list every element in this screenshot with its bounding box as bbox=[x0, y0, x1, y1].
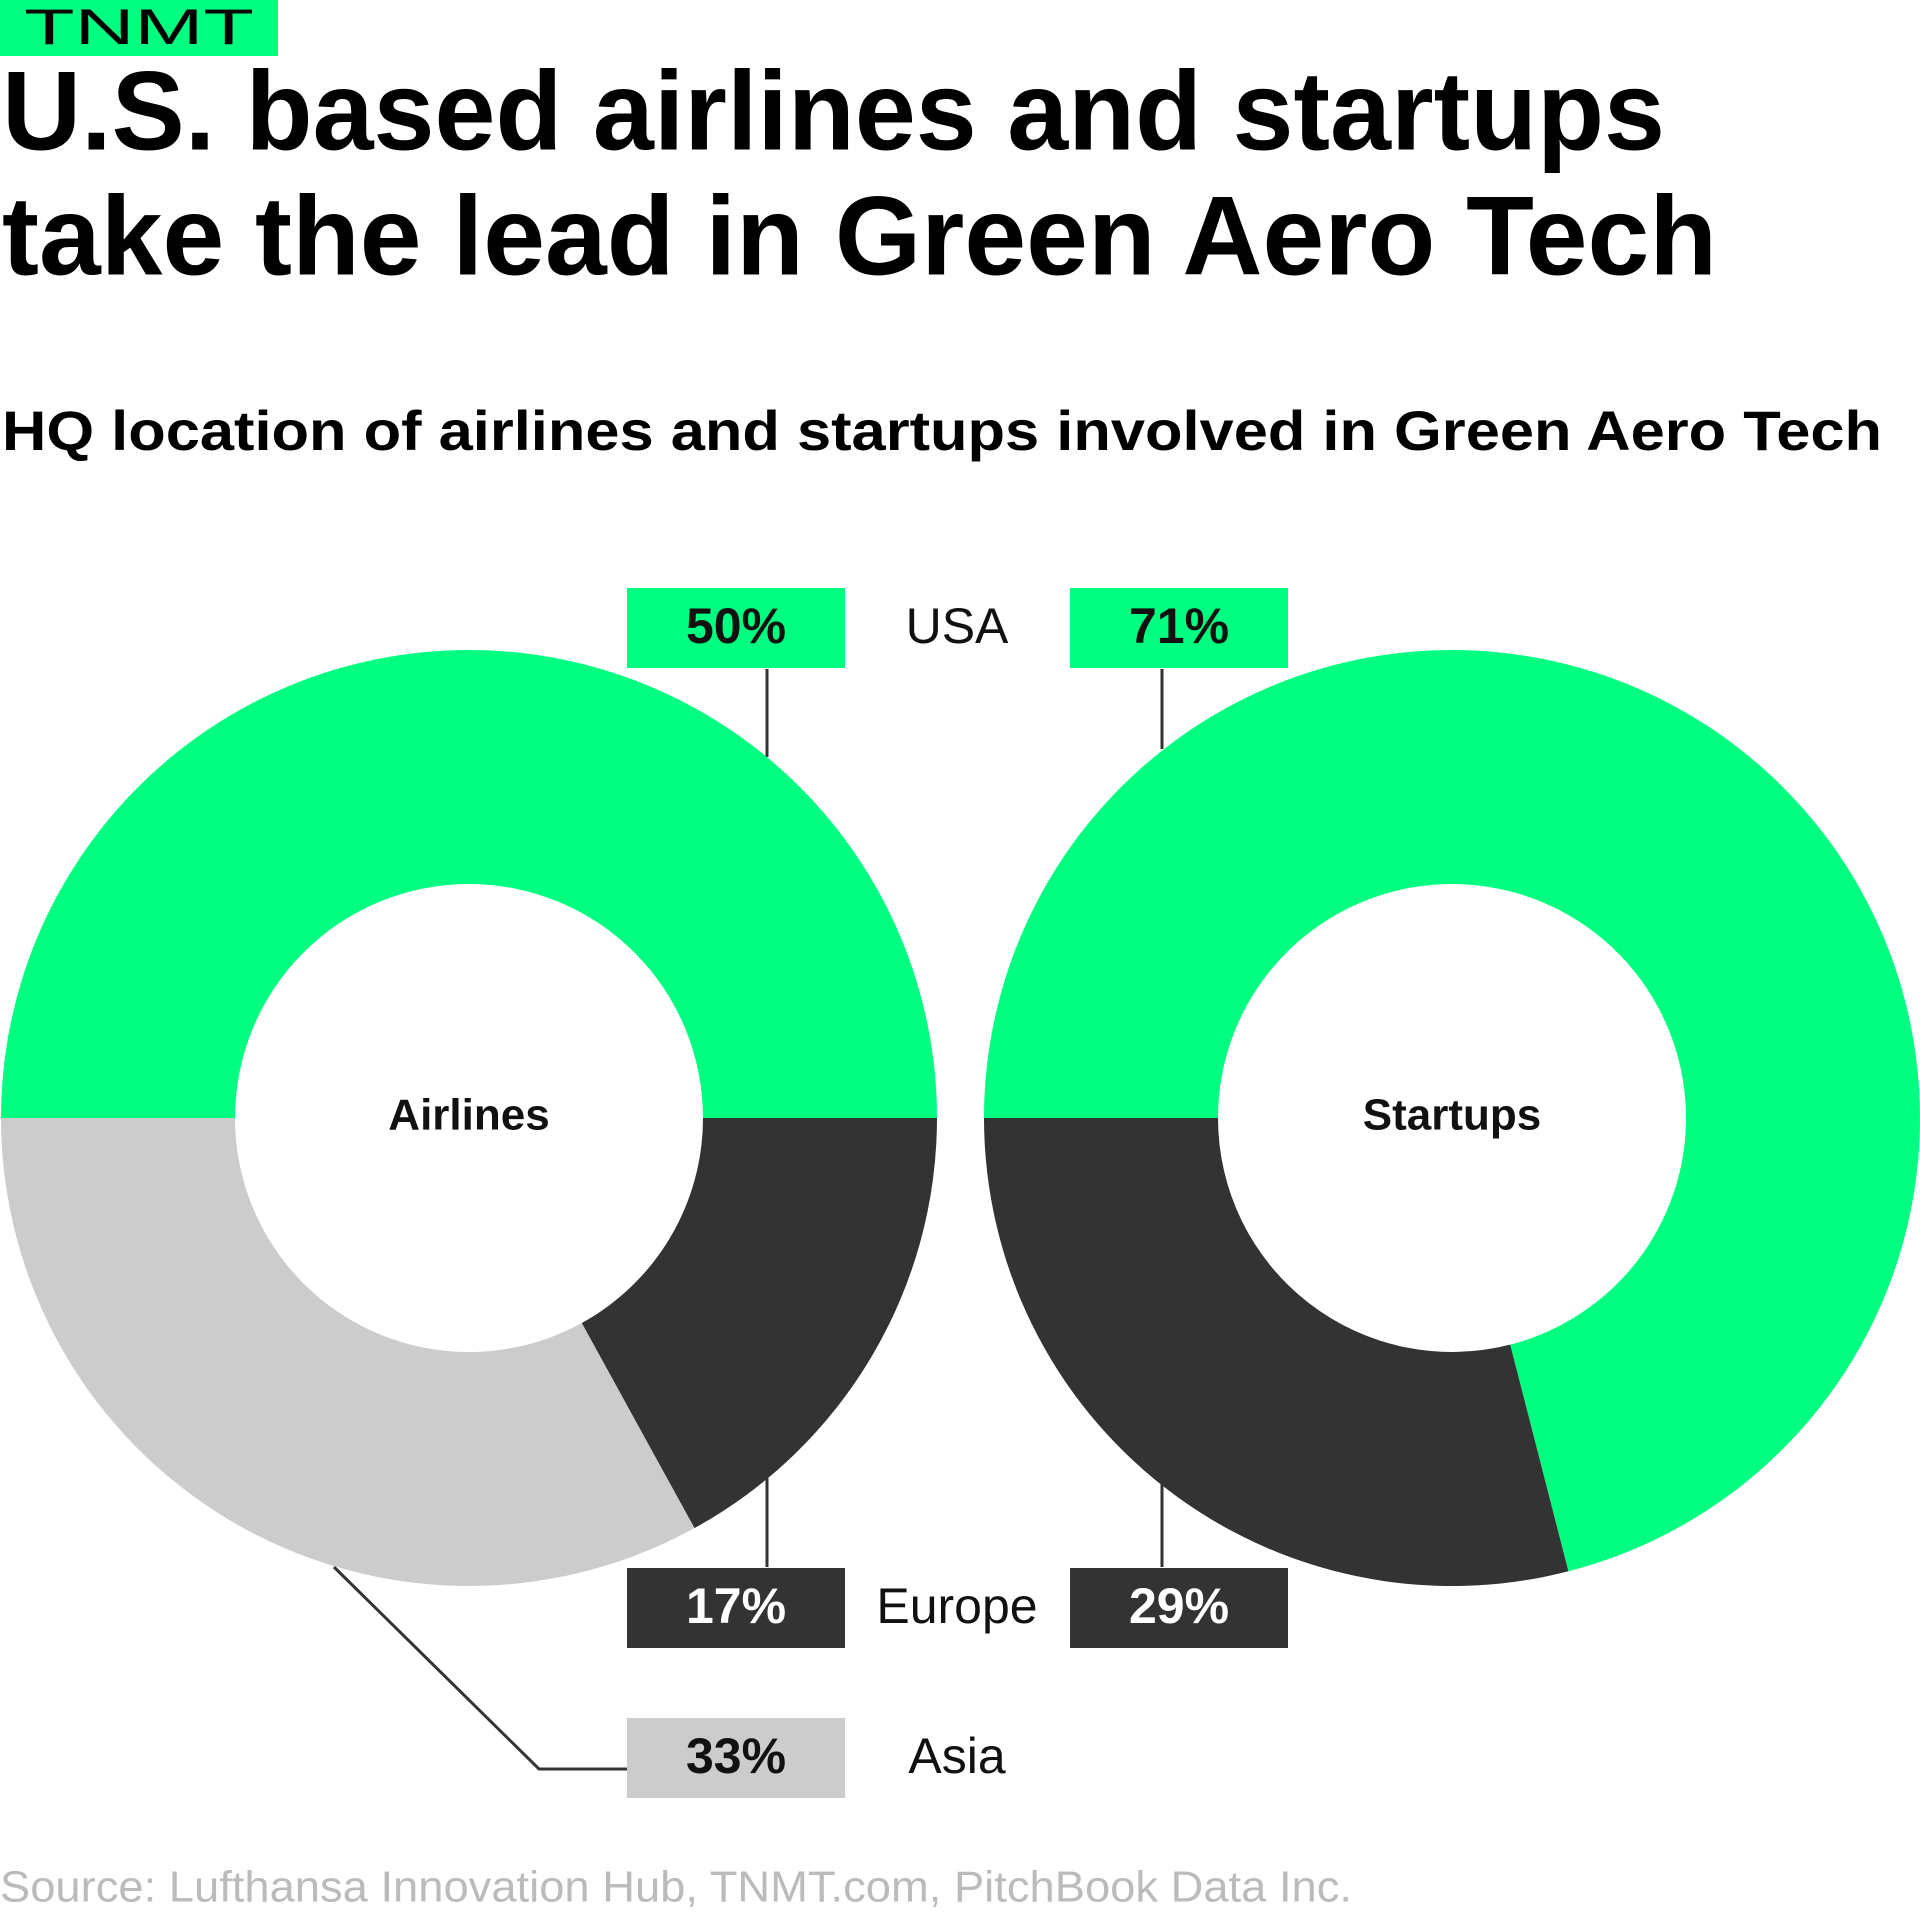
title-line: U.S. based airlines and startups bbox=[2, 49, 1665, 174]
value-label: 71% bbox=[1129, 598, 1229, 654]
donut-slice bbox=[984, 650, 1920, 1572]
leader-lines bbox=[332, 669, 1164, 1771]
value-label: 29% bbox=[1129, 1578, 1229, 1634]
donut-slice bbox=[1, 1118, 695, 1586]
leader-line bbox=[332, 1565, 627, 1771]
title-line: take the lead in Green Aero Tech bbox=[2, 174, 1717, 299]
value-label: 17% bbox=[686, 1578, 786, 1634]
value-label-box bbox=[627, 1718, 845, 1798]
category-label: Europe bbox=[876, 1578, 1037, 1634]
donut-slice bbox=[984, 1118, 1569, 1587]
category-label: USA bbox=[906, 598, 1009, 654]
category-label: Asia bbox=[908, 1728, 1005, 1784]
value-label-box bbox=[627, 588, 845, 668]
value-label: 50% bbox=[686, 598, 786, 654]
source: Source: Lufthansa Innovation Hub, TNMT.c… bbox=[0, 1863, 1352, 1912]
value-label-box bbox=[1070, 588, 1288, 668]
brand: TNMT bbox=[24, 0, 254, 55]
value-label-box bbox=[627, 1568, 845, 1648]
subtitle: HQ location of airlines and startups inv… bbox=[2, 399, 1882, 462]
value-label-box bbox=[1070, 1568, 1288, 1648]
donut-slice bbox=[1, 650, 937, 1118]
donut-slice bbox=[581, 1118, 937, 1529]
donut-title: Airlines bbox=[388, 1091, 549, 1140]
value-label: 33% bbox=[686, 1728, 786, 1784]
donut-title: Startups bbox=[1363, 1091, 1541, 1140]
brand-box bbox=[0, 0, 278, 56]
